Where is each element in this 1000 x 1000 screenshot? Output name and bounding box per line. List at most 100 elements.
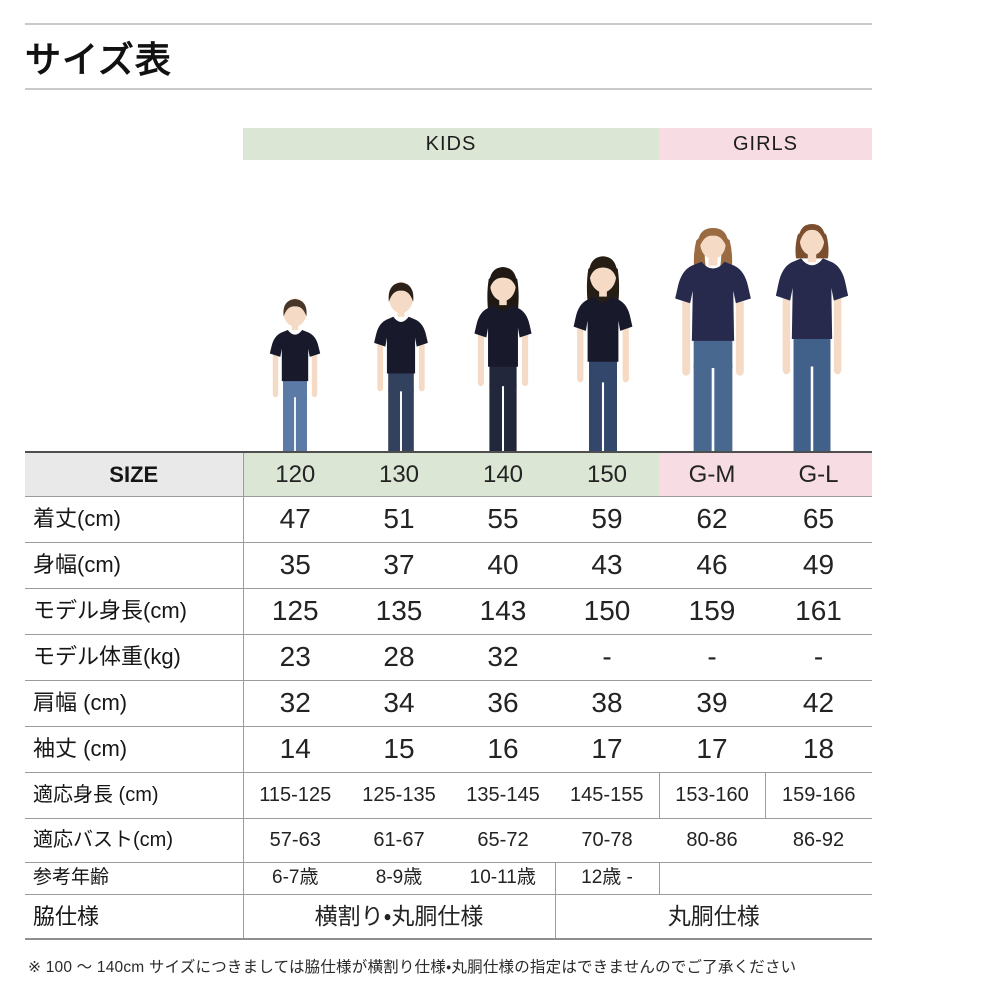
title-rule-top <box>25 23 872 25</box>
cell: 37 <box>383 549 415 581</box>
group-band: KIDS GIRLS <box>243 128 872 160</box>
cell: 51 <box>383 503 415 535</box>
cell: 8-9歳 <box>375 867 423 889</box>
row-label: モデル身長(cm) <box>25 588 244 634</box>
cell: 125-135 <box>362 783 436 806</box>
cell: 15 <box>383 733 415 765</box>
table-row-model-height: モデル身長(cm) 125 135 143 150 159 161 <box>25 588 872 634</box>
column-header-140: 140 <box>451 452 555 496</box>
cell: 46 <box>696 549 728 581</box>
cell: 34 <box>383 687 415 719</box>
cell: 150 <box>583 595 631 627</box>
table-row-reference-age: 参考年齢 6-7歳 8-9歳 10-11歳 12歳 - <box>25 862 872 894</box>
cell: 159-166 <box>764 772 872 818</box>
cell: 125 <box>271 595 319 627</box>
model-photo-girl-140 <box>474 267 532 451</box>
row-label: 参考年齢 <box>25 862 244 894</box>
row-label: 脇仕様 <box>25 894 244 939</box>
cell: 61-67 <box>373 828 425 851</box>
model-photo-girl-150 <box>573 256 633 451</box>
cell: 135 <box>375 595 423 627</box>
model-photo-woman-gm <box>675 227 751 451</box>
cell: 59 <box>591 503 623 535</box>
cell: 32 <box>487 641 519 673</box>
cell: 153-160 <box>658 772 765 818</box>
cell: 145-155 <box>570 783 644 806</box>
row-label: 適応バスト(cm) <box>25 818 244 862</box>
table-row-model-weight: モデル体重(kg) 23 28 32 - - - <box>25 634 872 680</box>
footnote: ※ 100 ～ 140cm サイズにつきましては脇仕様が横割り仕様・丸胴仕様の指… <box>28 959 797 976</box>
cell: 18 <box>802 733 835 765</box>
cell: 32 <box>279 687 311 719</box>
cell: 55 <box>487 503 519 535</box>
table-row-fit-height: 適応身長 (cm) 115-125 125-135 135-145 145-15… <box>25 772 872 818</box>
table-row-fit-bust: 適応バスト(cm) 57-63 61-67 65-72 70-78 80-86 … <box>25 818 872 862</box>
group-band-kids: KIDS <box>243 128 659 160</box>
model-photo-boy-120 <box>269 298 321 451</box>
cell: 6-7歳 <box>272 867 319 889</box>
table-row-sleeve-length: 袖丈 (cm) 14 15 16 17 17 18 <box>25 726 872 772</box>
cell: 16 <box>487 733 519 765</box>
cell: 47 <box>279 503 311 535</box>
cell-girls-side-spec: 丸胴仕様 <box>554 894 872 939</box>
column-header-130: 130 <box>347 452 451 496</box>
cell: 135-145 <box>466 783 540 806</box>
column-header-120: 120 <box>243 452 347 496</box>
cell: 70-78 <box>581 828 633 851</box>
kids-label: KIDS <box>425 132 477 155</box>
cell: 57-63 <box>269 828 321 851</box>
row-label: 袖丈 (cm) <box>25 726 244 772</box>
cell: 42 <box>802 687 835 719</box>
row-label: 身幅(cm) <box>25 542 244 588</box>
table-row-side-spec: 脇仕様 横割り・丸胴仕様 丸胴仕様 <box>25 894 872 939</box>
cell: 12歳 - <box>554 862 660 894</box>
cell: 115-125 <box>259 783 332 806</box>
row-label: モデル体重(kg) <box>25 634 244 680</box>
cell: 86-92 <box>792 828 845 851</box>
size-header-cell: SIZE <box>25 452 244 496</box>
cell: - <box>813 641 824 673</box>
cell: 43 <box>591 549 623 581</box>
cell-empty <box>659 862 872 894</box>
model-photos <box>0 160 1000 451</box>
cell: 143 <box>479 595 527 627</box>
cell: 17 <box>696 733 728 765</box>
cell-kids-side-spec: 横割り・丸胴仕様 <box>314 903 484 930</box>
cell: 65-72 <box>477 828 529 851</box>
cell: 38 <box>591 687 623 719</box>
size-table: SIZE 120 130 140 150 G-M G-L 着丈(cm) 47 5… <box>25 451 872 940</box>
header-row: SIZE 120 130 140 150 G-M G-L <box>25 452 872 496</box>
cell: - <box>602 641 612 673</box>
title-rule-bottom <box>25 88 872 90</box>
cell: 14 <box>279 733 311 765</box>
cell: 23 <box>279 641 311 673</box>
cell: 161 <box>795 595 842 627</box>
cell: 40 <box>487 549 519 581</box>
column-header-150: 150 <box>555 452 659 496</box>
cell: 65 <box>802 503 835 535</box>
table-row-body-length: 着丈(cm) 47 51 55 59 62 65 <box>25 496 872 542</box>
row-label: 肩幅 (cm) <box>25 680 244 726</box>
column-header-gm: G-M <box>659 452 765 496</box>
row-label: 適応身長 (cm) <box>25 772 244 818</box>
cell: 159 <box>688 595 736 627</box>
cell: 35 <box>279 549 311 581</box>
column-header-gl: G-L <box>765 452 872 496</box>
girls-label: GIRLS <box>732 132 799 155</box>
row-label: 着丈(cm) <box>25 496 244 542</box>
model-photo-woman-gl <box>775 223 849 451</box>
cell: 28 <box>383 641 415 673</box>
cell: 80-86 <box>686 828 738 851</box>
cell: 49 <box>802 549 835 581</box>
table-row-shoulder-width: 肩幅 (cm) 32 34 36 38 39 42 <box>25 680 872 726</box>
page-title: サイズ表 <box>25 39 172 80</box>
group-band-girls: GIRLS <box>659 128 872 160</box>
cell: - <box>707 641 717 673</box>
cell: 10-11歳 <box>469 867 536 889</box>
model-photo-boy-130 <box>374 281 428 451</box>
cell: 39 <box>696 687 728 719</box>
cell: 62 <box>696 503 728 535</box>
cell: 36 <box>487 687 519 719</box>
cell: 17 <box>591 733 623 765</box>
